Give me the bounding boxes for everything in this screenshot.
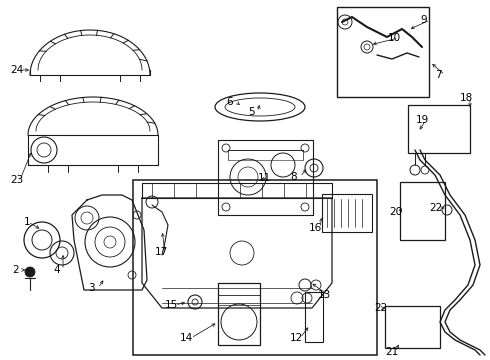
Bar <box>400 182 445 240</box>
Text: 24: 24 <box>10 65 23 75</box>
Text: 13: 13 <box>318 290 331 300</box>
Text: 23: 23 <box>10 175 23 185</box>
Text: 9: 9 <box>420 15 427 25</box>
Text: 21: 21 <box>385 347 398 357</box>
Bar <box>322 194 372 232</box>
Text: 1: 1 <box>24 217 30 227</box>
Text: 22: 22 <box>374 303 387 313</box>
Text: 5: 5 <box>248 107 255 117</box>
Text: 3: 3 <box>88 283 95 293</box>
Text: 16: 16 <box>309 223 322 233</box>
Text: 8: 8 <box>290 172 296 182</box>
Bar <box>408 105 470 153</box>
Text: 12: 12 <box>290 333 303 343</box>
Bar <box>385 306 440 348</box>
Text: 19: 19 <box>416 115 429 125</box>
Bar <box>337 7 429 97</box>
Text: 7: 7 <box>435 70 441 80</box>
Text: 14: 14 <box>180 333 193 343</box>
Text: 11: 11 <box>258 173 271 183</box>
Text: 2: 2 <box>12 265 19 275</box>
Text: 20: 20 <box>389 207 402 217</box>
Text: 6: 6 <box>226 97 233 107</box>
Text: 18: 18 <box>460 93 473 103</box>
Circle shape <box>25 267 35 277</box>
Text: 17: 17 <box>155 247 168 257</box>
Text: 10: 10 <box>388 33 401 43</box>
Bar <box>305 292 323 342</box>
Text: 15: 15 <box>165 300 178 310</box>
Bar <box>133 180 377 355</box>
Text: 22: 22 <box>430 203 443 213</box>
Text: 4: 4 <box>53 265 60 275</box>
Bar <box>218 283 260 345</box>
